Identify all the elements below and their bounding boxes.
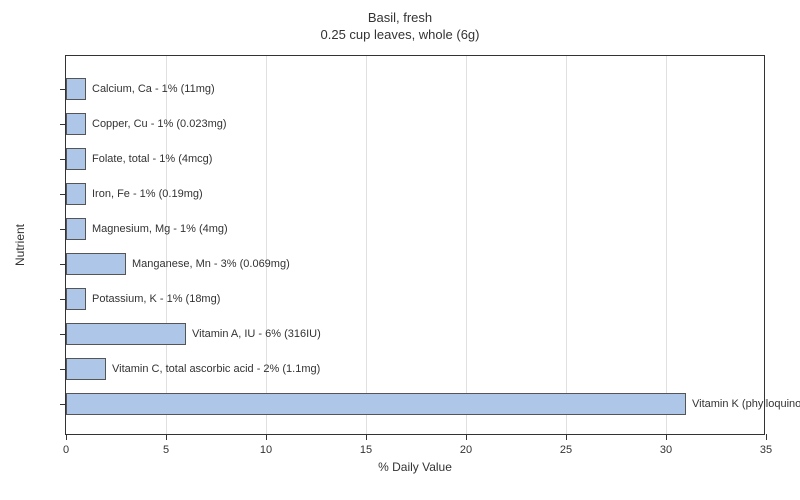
x-tick bbox=[266, 434, 267, 440]
chart-title-line1: Basil, fresh bbox=[0, 10, 800, 27]
y-tick bbox=[60, 264, 66, 265]
bar bbox=[66, 148, 86, 170]
bar bbox=[66, 183, 86, 205]
bar bbox=[66, 113, 86, 135]
x-tick-label: 15 bbox=[360, 444, 372, 456]
x-tick-label: 20 bbox=[460, 444, 472, 456]
bar-label: Potassium, K - 1% (18mg) bbox=[92, 293, 220, 305]
x-tick-label: 25 bbox=[560, 444, 572, 456]
gridline bbox=[466, 56, 467, 434]
bar-label: Iron, Fe - 1% (0.19mg) bbox=[92, 188, 203, 200]
x-tick bbox=[66, 434, 67, 440]
y-tick bbox=[60, 159, 66, 160]
bar bbox=[66, 288, 86, 310]
gridline bbox=[566, 56, 567, 434]
gridline bbox=[666, 56, 667, 434]
bar-label: Vitamin A, IU - 6% (316IU) bbox=[192, 328, 321, 340]
y-tick bbox=[60, 194, 66, 195]
x-tick bbox=[166, 434, 167, 440]
plot-area: 05101520253035% Daily ValueCalcium, Ca -… bbox=[65, 55, 765, 435]
y-tick bbox=[60, 404, 66, 405]
bar-label: Calcium, Ca - 1% (11mg) bbox=[92, 83, 215, 95]
bar-label: Vitamin K (phylloquinone) - 31% (24.9mcg… bbox=[692, 398, 800, 410]
y-tick bbox=[60, 229, 66, 230]
y-axis-label: Nutrient bbox=[13, 224, 27, 266]
chart-title-block: Basil, fresh 0.25 cup leaves, whole (6g) bbox=[0, 10, 800, 44]
y-tick bbox=[60, 299, 66, 300]
bar-label: Folate, total - 1% (4mcg) bbox=[92, 153, 212, 165]
bar bbox=[66, 218, 86, 240]
nutrient-chart: Basil, fresh 0.25 cup leaves, whole (6g)… bbox=[0, 0, 800, 500]
gridline bbox=[366, 56, 367, 434]
x-tick-label: 0 bbox=[63, 444, 69, 456]
bar bbox=[66, 393, 686, 415]
bar bbox=[66, 323, 186, 345]
x-tick-label: 10 bbox=[260, 444, 272, 456]
gridline bbox=[166, 56, 167, 434]
x-tick-label: 5 bbox=[163, 444, 169, 456]
bar bbox=[66, 253, 126, 275]
x-tick bbox=[666, 434, 667, 440]
y-tick bbox=[60, 89, 66, 90]
y-tick bbox=[60, 124, 66, 125]
bar bbox=[66, 358, 106, 380]
x-axis-label: % Daily Value bbox=[378, 460, 452, 474]
x-tick bbox=[566, 434, 567, 440]
x-tick bbox=[366, 434, 367, 440]
x-tick-label: 30 bbox=[660, 444, 672, 456]
y-tick bbox=[60, 334, 66, 335]
chart-title-line2: 0.25 cup leaves, whole (6g) bbox=[0, 27, 800, 44]
bar-label: Magnesium, Mg - 1% (4mg) bbox=[92, 223, 228, 235]
bar bbox=[66, 78, 86, 100]
bar-label: Manganese, Mn - 3% (0.069mg) bbox=[132, 258, 290, 270]
bar-label: Copper, Cu - 1% (0.023mg) bbox=[92, 118, 227, 130]
gridline bbox=[266, 56, 267, 434]
y-tick bbox=[60, 369, 66, 370]
x-tick bbox=[766, 434, 767, 440]
bar-label: Vitamin C, total ascorbic acid - 2% (1.1… bbox=[112, 363, 320, 375]
x-tick-label: 35 bbox=[760, 444, 772, 456]
x-tick bbox=[466, 434, 467, 440]
